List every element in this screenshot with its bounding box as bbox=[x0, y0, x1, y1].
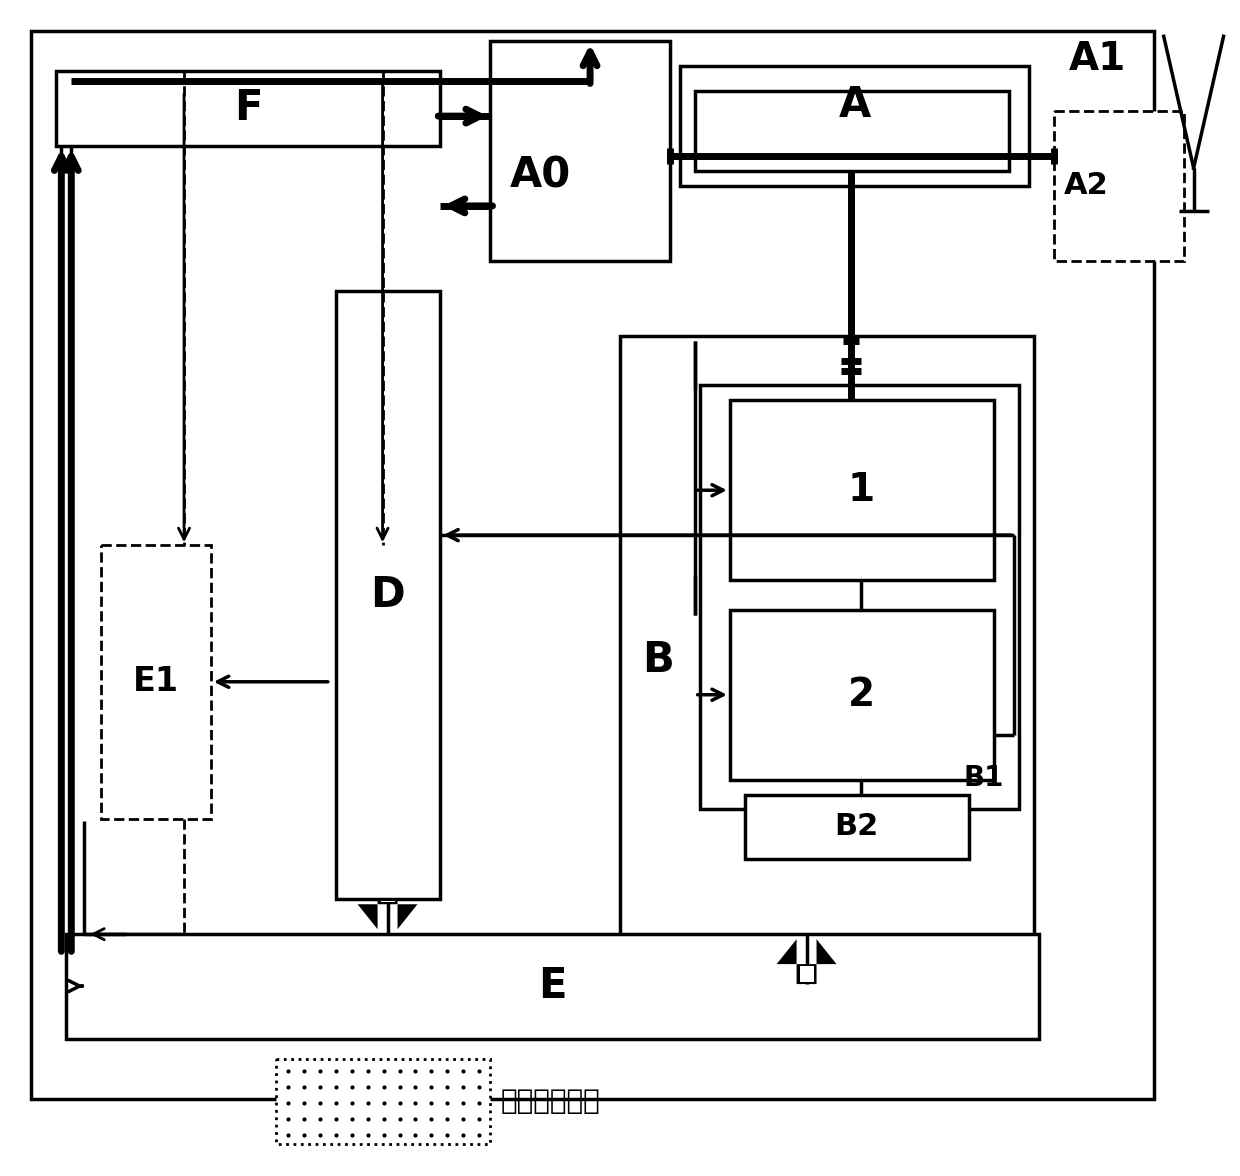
Text: 1: 1 bbox=[848, 472, 875, 509]
Bar bbox=[336, 290, 440, 900]
Bar bbox=[490, 41, 670, 261]
Text: A1: A1 bbox=[1069, 40, 1126, 79]
Bar bbox=[730, 401, 994, 580]
Bar bbox=[56, 72, 440, 146]
Text: B2: B2 bbox=[835, 811, 879, 841]
Text: D: D bbox=[371, 574, 405, 616]
Bar bbox=[680, 66, 1029, 186]
Bar bbox=[730, 610, 994, 780]
Text: A2: A2 bbox=[1064, 172, 1109, 200]
Text: E1: E1 bbox=[133, 666, 179, 699]
Bar bbox=[66, 934, 1039, 1038]
Text: A0: A0 bbox=[510, 155, 572, 196]
Bar bbox=[745, 795, 970, 860]
Bar bbox=[102, 546, 211, 820]
Polygon shape bbox=[357, 900, 418, 929]
Text: 信息交互接口: 信息交互接口 bbox=[500, 1087, 600, 1115]
Bar bbox=[699, 386, 1019, 809]
Text: 2: 2 bbox=[848, 676, 875, 714]
Bar bbox=[620, 335, 1034, 984]
Text: E: E bbox=[538, 965, 567, 1007]
Bar bbox=[275, 1058, 490, 1144]
Polygon shape bbox=[776, 940, 837, 984]
Bar bbox=[1054, 111, 1184, 261]
Text: B: B bbox=[642, 639, 673, 681]
Polygon shape bbox=[800, 967, 813, 982]
Text: F: F bbox=[233, 87, 262, 129]
Bar bbox=[694, 92, 1009, 171]
Text: B1: B1 bbox=[963, 763, 1004, 791]
Text: A: A bbox=[838, 85, 870, 126]
